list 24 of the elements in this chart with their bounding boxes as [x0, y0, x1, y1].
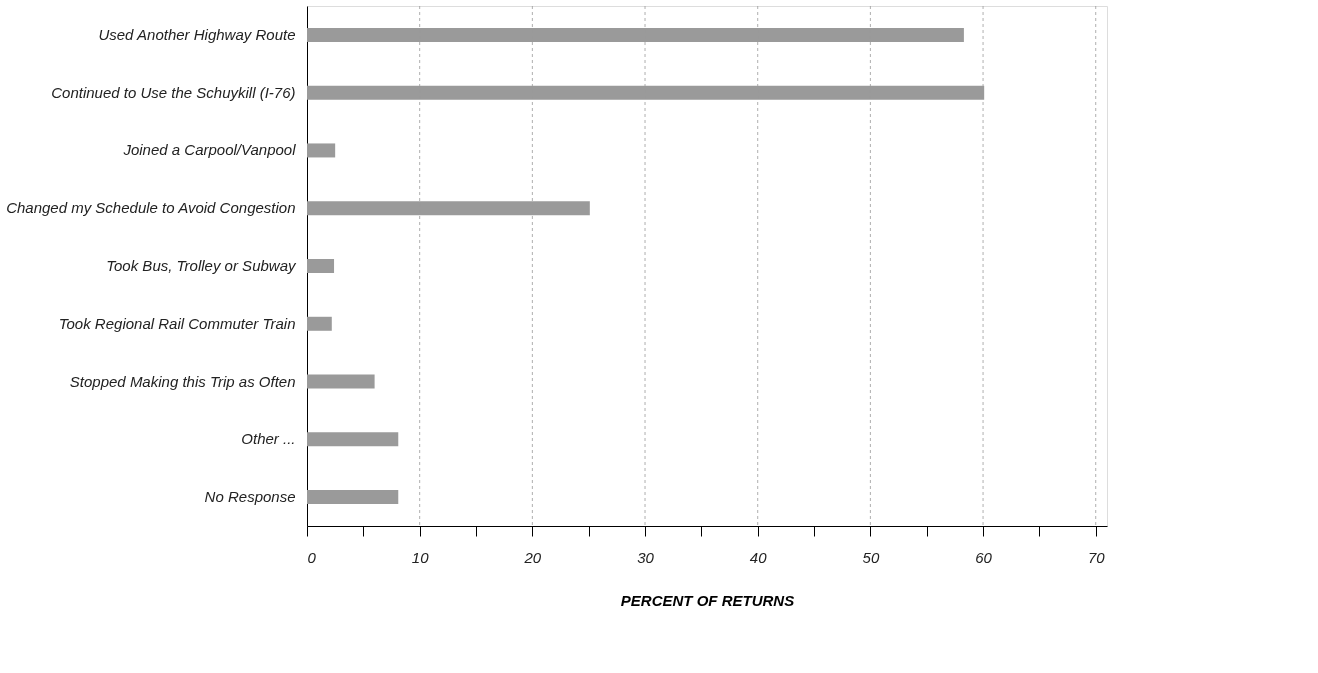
y-tick-label: Took Regional Rail Commuter Train	[58, 314, 296, 332]
x-tick-label: 40	[749, 548, 768, 566]
x-tick-label: 30	[637, 548, 655, 566]
x-tick-label: 20	[523, 548, 542, 566]
y-tick-label: Stopped Making this Trip as Often	[69, 372, 296, 390]
bar	[307, 432, 399, 447]
x-tick-label: 70	[1087, 548, 1106, 566]
bar	[307, 143, 336, 158]
x-tick-label: 10	[411, 548, 430, 566]
x-tick-label: 60	[975, 548, 993, 566]
x-axis-title: PERCENT OF RETURNS	[620, 591, 795, 609]
y-tick-label: No Response	[204, 488, 296, 506]
y-tick-label: Other ...	[241, 430, 296, 448]
y-tick-label: Used Another Highway Route	[98, 25, 296, 43]
y-tick-label: Continued to Use the Schuykill (I-76)	[51, 83, 296, 101]
y-tick-label: Took Bus, Trolley or Subway	[106, 257, 297, 274]
bar	[307, 259, 335, 273]
bar	[307, 490, 399, 505]
x-tick-label: 50	[862, 548, 880, 566]
x-tick-label: 0	[307, 548, 317, 566]
y-tick-label: Joined a Carpool/Vanpool	[122, 141, 297, 159]
bar	[307, 316, 332, 331]
y-tick-label: Changed my Schedule to Avoid Congestion	[6, 199, 296, 217]
bar	[307, 374, 375, 389]
